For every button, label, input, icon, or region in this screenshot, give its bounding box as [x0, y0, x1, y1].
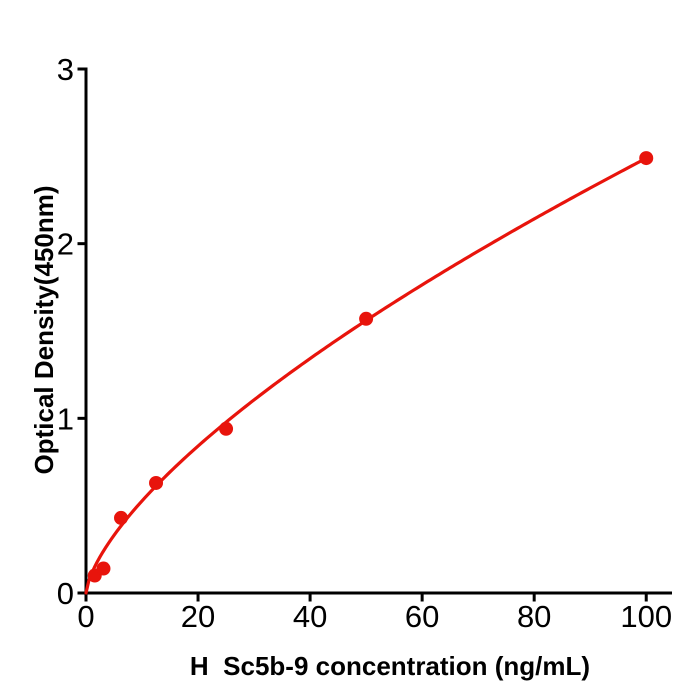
x-tick-label: 0: [77, 599, 94, 634]
y-axis-title: Optical Density(450nm): [29, 186, 59, 475]
data-point: [639, 151, 654, 166]
y-tick-label: 0: [57, 576, 74, 611]
x-tick-label: 60: [405, 599, 439, 634]
x-axis-title: H Sc5b-9 concentration (ng/mL): [190, 651, 590, 681]
y-tick-label: 1: [57, 401, 74, 436]
data-point: [359, 311, 374, 326]
x-tick-label: 100: [620, 599, 672, 634]
x-tick-label: 20: [181, 599, 215, 634]
data-point: [96, 561, 111, 576]
y-tick-label: 2: [57, 227, 74, 262]
fit-curve: [84, 156, 648, 595]
y-tick-label: 3: [57, 52, 74, 87]
x-tick-label: 40: [293, 599, 327, 634]
axes-layer: 0 20 40 60 80 100 0 1 2 3: [57, 52, 672, 634]
series-layer: [84, 151, 654, 595]
data-point: [114, 510, 129, 525]
data-point: [149, 475, 164, 490]
data-point: [219, 421, 234, 436]
x-tick-label: 80: [517, 599, 551, 634]
